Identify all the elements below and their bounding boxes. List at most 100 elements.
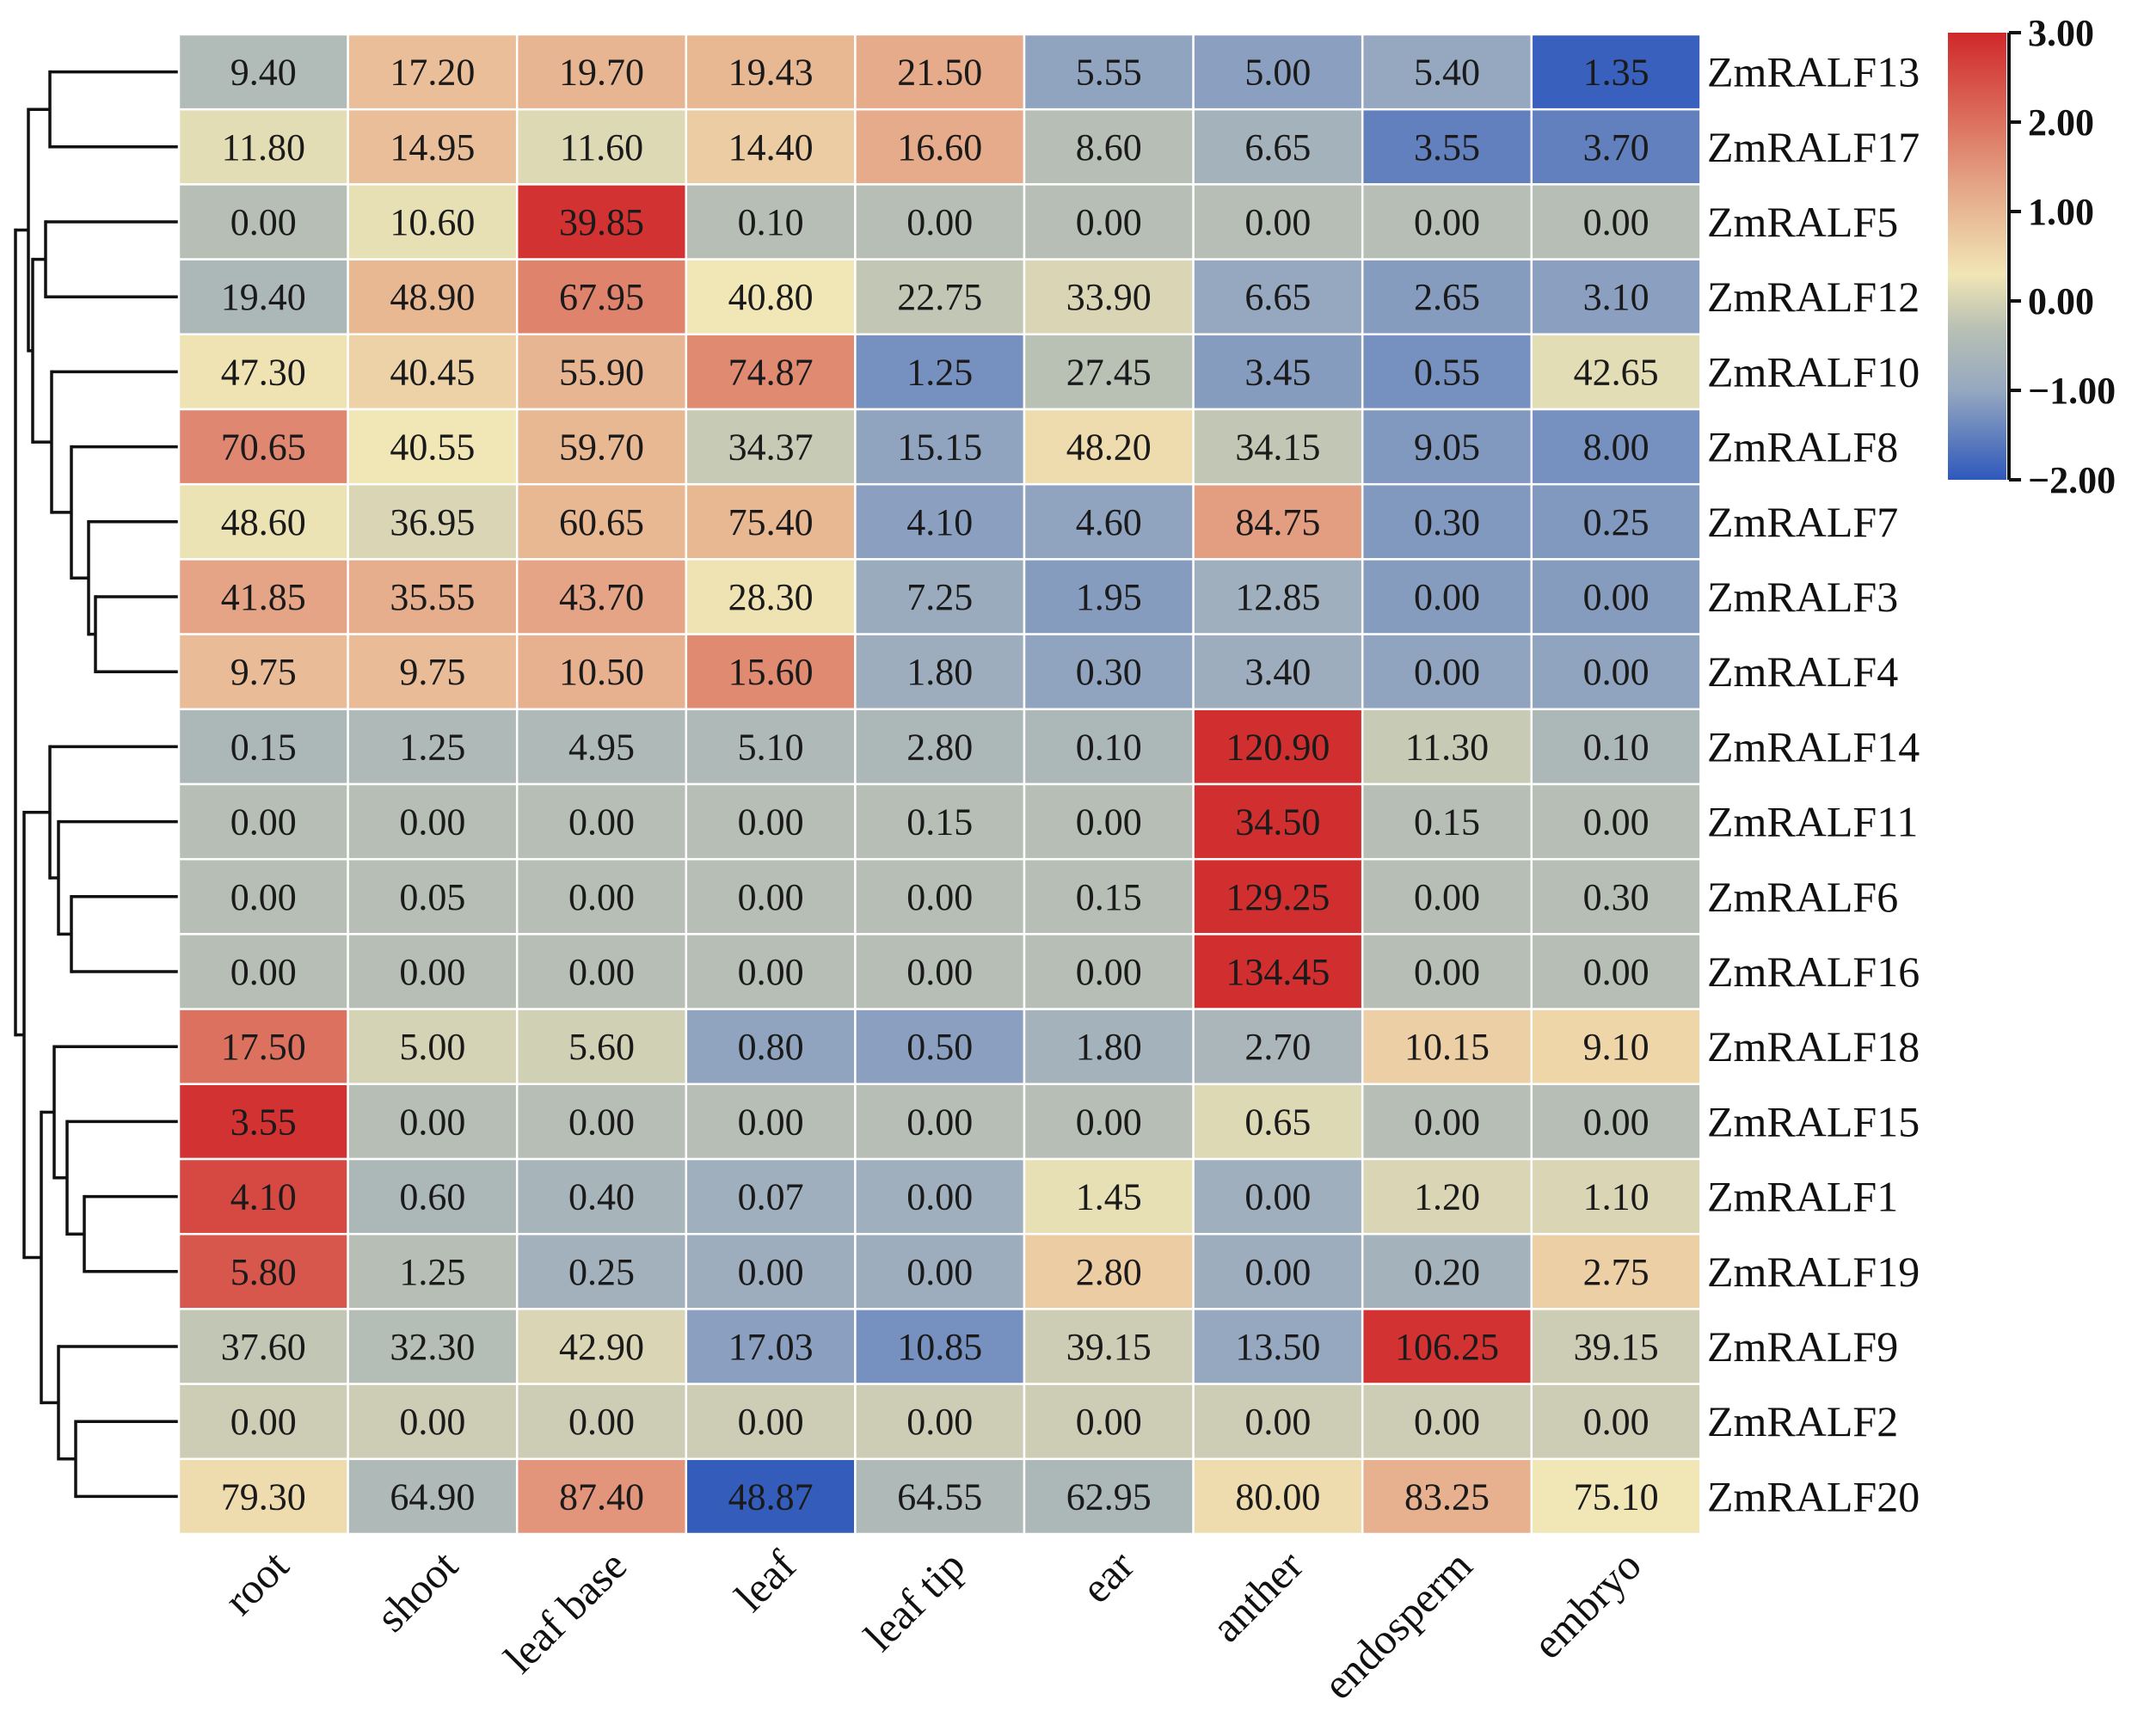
heatmap-cell	[1192, 1308, 1364, 1385]
cell-value: 0.65	[1244, 1101, 1311, 1143]
heatmap-cell	[1530, 107, 1702, 186]
heatmap-cell	[1530, 1457, 1702, 1536]
cell-value: 0.00	[230, 951, 297, 993]
cell-value: 7.25	[906, 576, 973, 618]
cell-value: 4.95	[568, 726, 635, 768]
row-dendrogram	[14, 70, 179, 1499]
heatmap-cell	[347, 1008, 519, 1086]
cell-value: 84.75	[1235, 501, 1320, 543]
cell-value: 6.65	[1244, 126, 1311, 169]
colorbar-tick-label: 1.00	[2028, 191, 2094, 233]
cell-value: 0.15	[1076, 876, 1142, 918]
heatmap-cell	[685, 258, 857, 336]
heatmap-cell	[685, 33, 857, 111]
cell-value: 47.30	[221, 351, 306, 393]
row-label: ZmRALF2	[1707, 1397, 1898, 1445]
heatmap-cell	[1530, 1232, 1702, 1310]
cell-value: 67.95	[559, 276, 644, 318]
heatmap-cell	[1023, 482, 1195, 561]
cell-value: 9.05	[1414, 426, 1480, 469]
cell-value: 3.55	[1414, 126, 1480, 169]
cell-value: 41.85	[221, 576, 306, 618]
cell-value: 5.00	[1244, 52, 1311, 94]
heatmap-cell	[1192, 333, 1364, 411]
heatmap-cell	[685, 1383, 857, 1461]
column-label: root	[215, 1541, 298, 1624]
cell-value: 37.60	[221, 1326, 306, 1368]
cell-value: 0.00	[399, 951, 465, 993]
heatmap-cell	[854, 933, 1026, 1010]
cell-value: 2.80	[906, 726, 973, 768]
heatmap-cell	[1192, 33, 1364, 111]
row-label: ZmRALF16	[1707, 948, 1920, 996]
column-label: shoot	[366, 1541, 466, 1641]
cell-value: 0.15	[230, 726, 297, 768]
heatmap-cell	[685, 782, 857, 861]
cell-value: 0.25	[1583, 501, 1649, 543]
cell-value: 0.00	[906, 1401, 973, 1443]
cell-value: 2.80	[1076, 1251, 1142, 1293]
heatmap-cell	[1023, 333, 1195, 411]
heatmap-cell	[1192, 708, 1364, 786]
cell-value: 3.45	[1244, 351, 1311, 393]
heatmap-cell	[1361, 1083, 1533, 1161]
heatmap-cell	[1361, 33, 1533, 111]
row-label: ZmRALF19	[1707, 1248, 1920, 1296]
cell-value: 21.50	[897, 52, 982, 94]
cell-value: 34.15	[1235, 426, 1320, 469]
cell-value: 0.40	[568, 1176, 635, 1218]
cell-value: 3.70	[1583, 126, 1649, 169]
cell-value: 1.25	[399, 1251, 465, 1293]
cell-value: 1.45	[1076, 1176, 1142, 1218]
cell-value: 1.25	[906, 351, 973, 393]
cell-value: 74.87	[728, 351, 814, 393]
cell-value: 10.85	[897, 1326, 982, 1368]
cell-value: 0.00	[568, 1101, 635, 1143]
heatmap-cell	[1023, 33, 1195, 111]
heatmap-cell	[1361, 857, 1533, 935]
heatmap-cell	[177, 482, 349, 561]
heatmap-cell	[515, 408, 688, 486]
cell-value: 0.00	[1583, 651, 1649, 693]
heatmap-cell	[1192, 482, 1364, 561]
cell-value: 42.90	[559, 1326, 644, 1368]
heatmap-cell	[1361, 782, 1533, 861]
heatmap-cell	[177, 1083, 349, 1161]
cell-value: 55.90	[559, 351, 644, 393]
heatmap-cell	[347, 333, 519, 411]
heatmap-cell	[515, 258, 688, 336]
cell-value: 40.80	[728, 276, 814, 318]
cell-value: 5.00	[399, 1026, 465, 1068]
cell-value: 39.15	[1574, 1326, 1659, 1368]
cell-value: 35.55	[390, 576, 475, 618]
row-label: ZmRALF8	[1707, 423, 1898, 471]
cell-value: 59.70	[559, 426, 644, 469]
heatmap-cell	[1361, 258, 1533, 336]
cell-value: 0.30	[1414, 501, 1480, 543]
heatmap-cell	[347, 708, 519, 786]
cell-value: 17.50	[221, 1026, 306, 1068]
cell-value: 0.00	[1414, 951, 1480, 993]
heatmap-cell	[1192, 558, 1364, 635]
heatmap-cell	[1361, 107, 1533, 186]
row-label: ZmRALF14	[1707, 722, 1920, 770]
heatmap-cell	[685, 857, 857, 935]
cell-value: 48.20	[1066, 426, 1152, 469]
heatmap-cell	[1192, 933, 1364, 1010]
cell-value: 0.80	[738, 1026, 804, 1068]
heatmap-cell	[1530, 1008, 1702, 1086]
cell-value: 70.65	[221, 426, 306, 469]
cell-value: 48.87	[728, 1475, 814, 1518]
cell-value: 0.00	[906, 876, 973, 918]
cell-value: 10.15	[1404, 1026, 1490, 1068]
cell-value: 5.40	[1414, 52, 1480, 94]
cell-value: 0.00	[1076, 801, 1142, 843]
cell-value: 87.40	[559, 1475, 644, 1518]
heatmap-cell	[1361, 933, 1533, 1010]
column-label: leaf base	[495, 1541, 636, 1682]
cell-value: 0.00	[399, 1101, 465, 1143]
cell-value: 3.40	[1244, 651, 1311, 693]
heatmap-cell	[177, 33, 349, 111]
heatmap-cell	[854, 33, 1026, 111]
